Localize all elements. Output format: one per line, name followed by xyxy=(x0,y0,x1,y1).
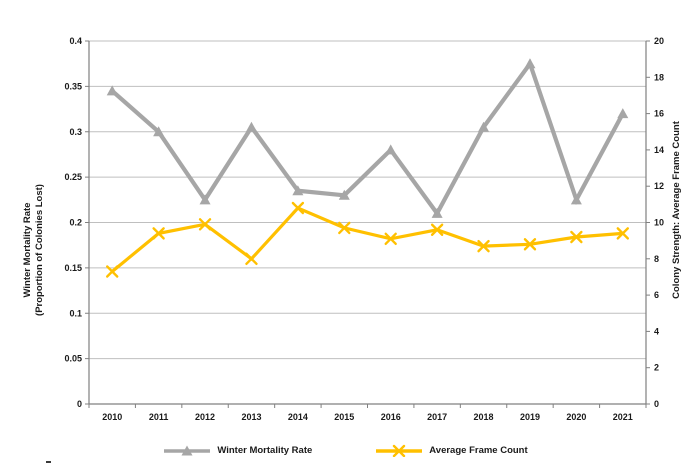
triangle-marker xyxy=(199,194,211,205)
left-axis-title: Winter Mortality Rate (Proportion of Col… xyxy=(22,184,46,316)
triangle-marker xyxy=(181,445,193,456)
legend-label-winter-mortality-rate: Winter Mortality Rate xyxy=(217,445,313,456)
x-marker xyxy=(616,227,629,240)
triangle-marker xyxy=(524,58,536,69)
right-axis-tick-label: 16 xyxy=(654,109,664,119)
right-axis-tick-label: 14 xyxy=(654,145,664,155)
triangle-marker xyxy=(106,85,118,96)
x-axis-tick-label: 2011 xyxy=(149,412,169,422)
triangle-marker xyxy=(153,126,165,137)
right-axis-title: Colony Strength: Average Frame Count xyxy=(671,121,682,299)
x-axis-tick-label: 2017 xyxy=(427,412,447,422)
x-axis-tick-label: 2019 xyxy=(520,412,540,422)
left-axis-tick-label: 0 xyxy=(77,399,82,409)
x-marker xyxy=(430,223,444,236)
x-marker xyxy=(477,239,490,253)
left-axis-tick-label: 0.4 xyxy=(69,36,82,46)
dual-axis-line-chart: 0 0.05 0.1 0.15 0.2 0.25 0.3 0.35 0.4 0 2 4 6 8 10 12 14… xyxy=(64,36,664,422)
x-axis-tick-label: 2015 xyxy=(334,412,354,422)
left-axis-tick-label: 0.2 xyxy=(69,218,82,228)
right-axis-tick-label: 20 xyxy=(654,36,664,46)
stray-mark xyxy=(46,461,51,463)
right-axis-tick-label: 10 xyxy=(654,218,664,228)
legend-item-winter-mortality-rate: Winter Mortality Rate xyxy=(162,444,312,457)
x-axis-tick-label: 2012 xyxy=(195,412,215,422)
left-axis-tick-label: 0.35 xyxy=(64,81,82,91)
triangle-marker xyxy=(245,121,257,132)
x-marker xyxy=(570,230,583,244)
triangle-marker xyxy=(478,121,490,132)
triangle-marker xyxy=(431,207,443,218)
left-axis-tick-label: 0.05 xyxy=(64,354,82,364)
right-axis-tick-label: 6 xyxy=(654,290,659,300)
triangle-marker xyxy=(617,108,629,119)
right-axis-tick-label: 2 xyxy=(654,363,659,373)
right-axis-tick-label: 0 xyxy=(654,399,659,409)
left-axis-title-line1: Winter Mortality Rate xyxy=(22,202,33,298)
x-marker xyxy=(106,265,119,278)
legend-label-average-frame-count: Average Frame Count xyxy=(429,445,528,456)
gold-line-x-marker-icon xyxy=(376,444,423,457)
right-axis-tick-label: 4 xyxy=(654,326,659,336)
x-axis-tick-label: 2016 xyxy=(381,412,401,422)
right-axis-tick-label: 8 xyxy=(654,254,659,264)
triangle-marker xyxy=(385,144,397,155)
left-axis-tick-label: 0.15 xyxy=(64,263,82,273)
x-marker xyxy=(152,227,165,240)
x-marker xyxy=(338,221,351,235)
x-axis-tick-label: 2020 xyxy=(566,412,586,422)
x-marker xyxy=(523,238,537,251)
gray-line-triangle-marker-icon xyxy=(164,445,211,456)
legend-item-average-frame-count: Average Frame Count xyxy=(374,444,528,457)
winter-mortality-rate-line xyxy=(110,59,625,218)
x-axis-tick-label: 2021 xyxy=(613,412,633,422)
right-axis-tick-label: 18 xyxy=(654,72,664,82)
chart-legend: Winter Mortality Rate Average Frame Coun… xyxy=(0,444,690,457)
x-marker xyxy=(198,218,212,231)
x-axis-tick-label: 2014 xyxy=(288,412,308,422)
x-axis-tick-label: 2018 xyxy=(474,412,494,422)
left-axis-title-line2: (Proportion of Colonies Lost) xyxy=(34,184,45,316)
triangle-marker xyxy=(570,194,582,205)
x-marker xyxy=(291,201,305,215)
triangle-marker xyxy=(292,185,304,196)
x-axis-tick-label: 2010 xyxy=(102,412,122,422)
x-marker xyxy=(393,444,406,457)
x-axis-tick-label: 2013 xyxy=(241,412,261,422)
left-axis-tick-label: 0.25 xyxy=(64,172,82,182)
x-marker xyxy=(384,232,397,246)
left-axis-tick-label: 0.1 xyxy=(69,308,82,318)
right-axis-tick-label: 12 xyxy=(654,181,664,191)
x-marker xyxy=(245,252,258,265)
average-frame-count-line xyxy=(111,206,623,273)
triangle-marker xyxy=(338,189,350,200)
left-axis-tick-label: 0.3 xyxy=(69,127,82,137)
